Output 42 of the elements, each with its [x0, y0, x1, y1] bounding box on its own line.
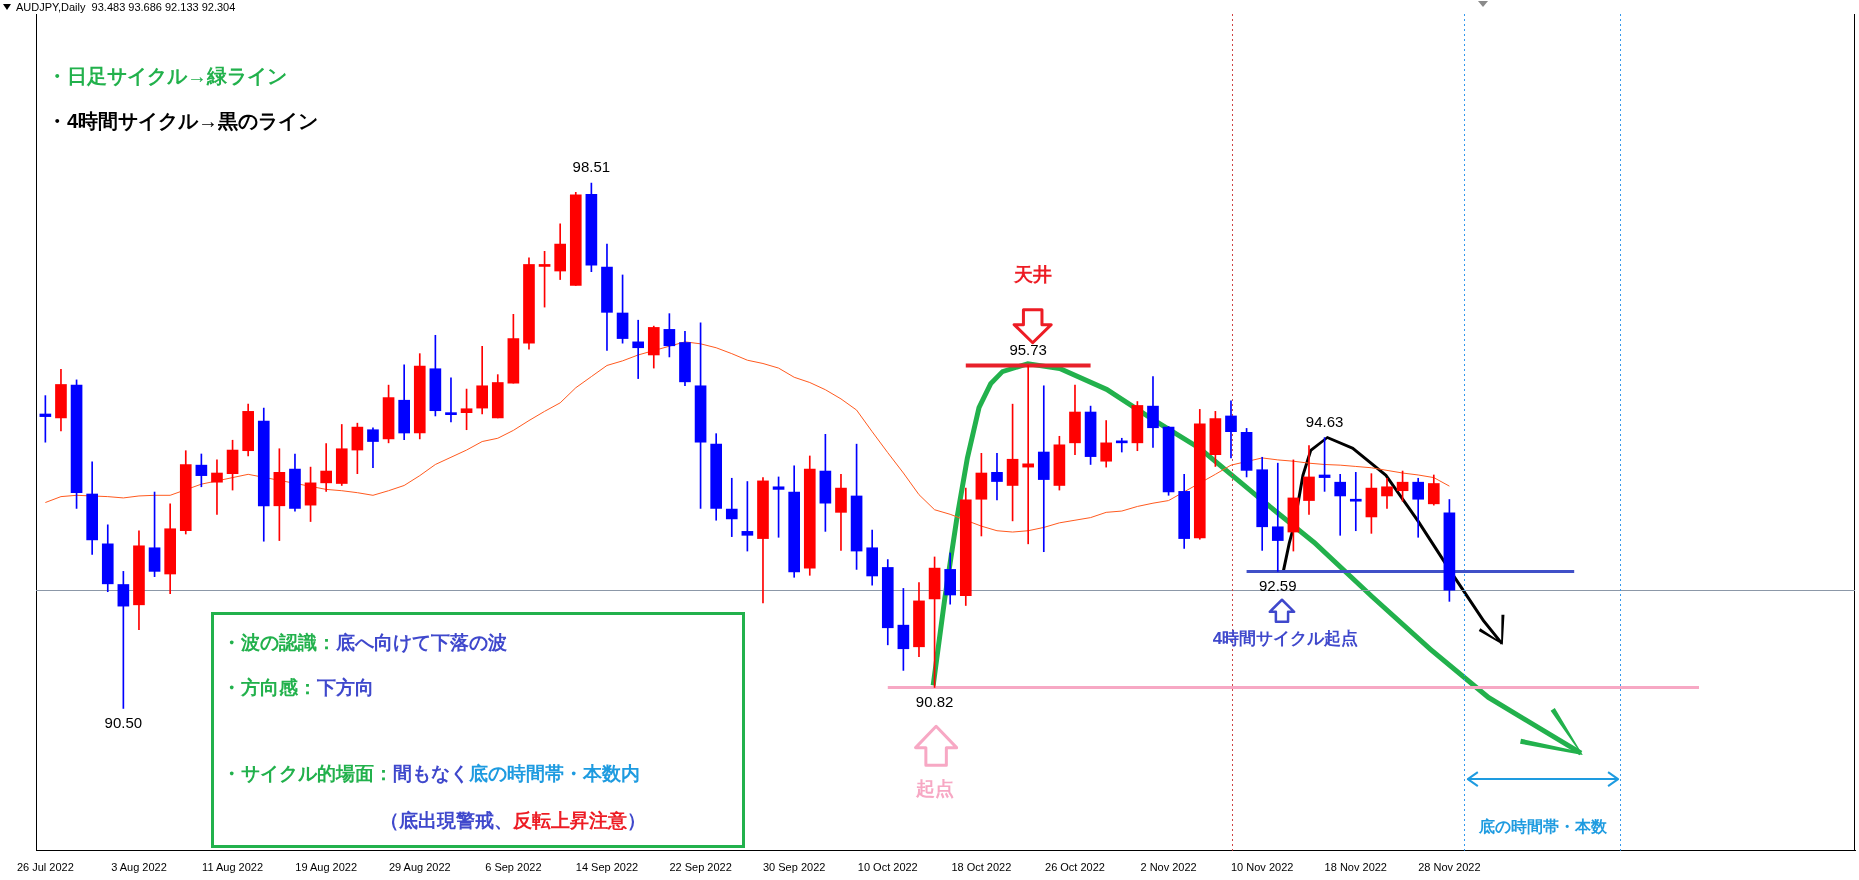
x-tick-label: 3 Aug 2022 — [111, 861, 167, 874]
annotation: 下方向 — [317, 677, 374, 698]
x-tick-label: 19 Aug 2022 — [295, 861, 358, 874]
annotation: 底へ向けて下落の波 — [336, 632, 507, 653]
text: 起点 — [916, 777, 955, 802]
annotation: ・波の認識： — [222, 632, 336, 653]
x-tick-label: 11 Aug 2022 — [202, 861, 264, 874]
annotation: 92.59 — [1259, 576, 1297, 594]
x-tick-label: 26 Oct 2022 — [1045, 861, 1105, 874]
candlestick — [445, 377, 457, 423]
x-tick-label: 22 Sep 2022 — [669, 861, 732, 874]
chart-title: AUDJPY,Daily 93.483 93.686 92.133 92.304 — [16, 1, 236, 13]
annotation: 98.51 — [572, 158, 611, 176]
annotation: 95.73 — [1009, 340, 1047, 358]
candlestick — [1349, 472, 1362, 532]
x-tick-label: 14 Sep 2022 — [575, 861, 639, 874]
x-tick-label: 18 Oct 2022 — [951, 861, 1012, 874]
text: ） — [627, 810, 646, 831]
annotation: 90.50 — [104, 713, 143, 731]
annotation: ・方向感： — [222, 677, 317, 698]
x-tick-label: 18 Nov 2022 — [1324, 861, 1387, 874]
text: 底の時間帯・本数 — [1478, 816, 1607, 837]
x-tick-label: 10 Oct 2022 — [857, 861, 918, 874]
annotation: 94.63 — [1305, 412, 1344, 430]
annotation: 4時間サイクル起点 — [1212, 627, 1359, 650]
x-tick-label: 26 Jul 2022 — [16, 861, 74, 874]
x-tick-label: 29 Aug 2022 — [388, 861, 451, 874]
x-tick-label: 30 Sep 2022 — [762, 861, 826, 874]
candlestick — [367, 427, 379, 469]
text: 反転上昇注意 — [513, 810, 627, 831]
x-tick-label: 2 Nov 2022 — [1140, 861, 1197, 874]
x-tick-label: 6 Sep 2022 — [485, 861, 542, 874]
x-tick-label: 10 Nov 2022 — [1230, 861, 1294, 874]
text: ・日足サイクル→緑ライン — [47, 63, 287, 89]
x-tick-label: 28 Nov 2022 — [1418, 861, 1481, 874]
text: 底の時間帯・本数内 — [469, 763, 640, 784]
text: ・4時間サイクル→黒のライン — [47, 108, 319, 134]
text: ・サイクル的場面： — [222, 763, 393, 784]
annotation: 90.82 — [915, 692, 954, 710]
text: 間もなく — [393, 763, 469, 784]
text: （底出現警戒、 — [380, 810, 513, 831]
annotation: 天井 — [1013, 263, 1052, 287]
